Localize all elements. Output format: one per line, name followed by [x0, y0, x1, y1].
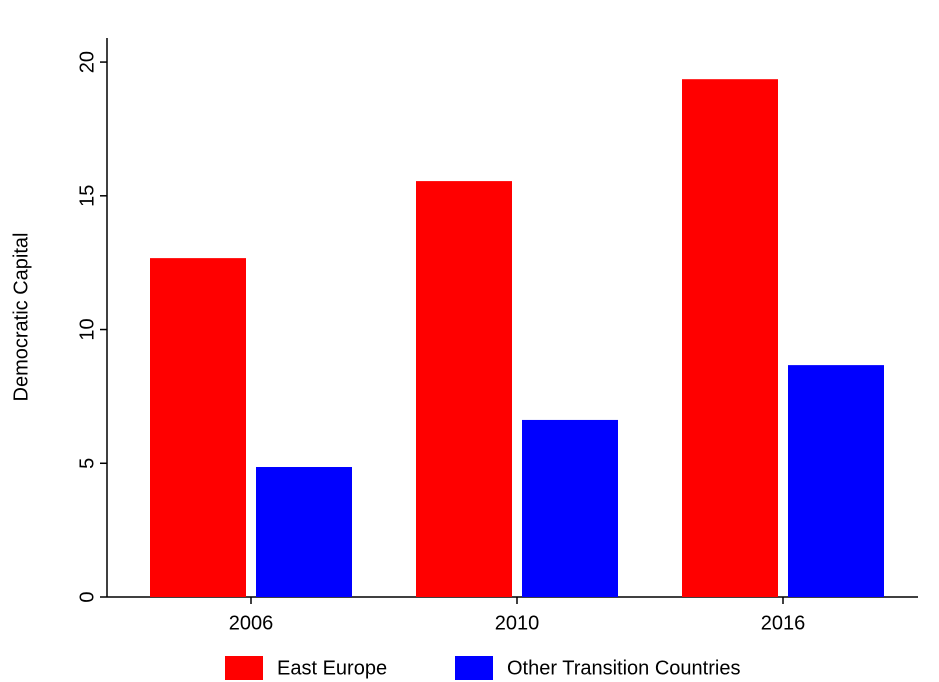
bar — [788, 365, 884, 597]
y-tick-label: 15 — [76, 185, 98, 207]
bar — [682, 79, 778, 598]
y-tick-label: 0 — [76, 591, 98, 602]
legend-swatch — [455, 656, 493, 680]
y-axis-label: Democratic Capital — [10, 233, 32, 402]
y-tick-label: 20 — [76, 51, 98, 73]
x-tick-label: 2016 — [761, 612, 806, 634]
legend-label: Other Transition Countries — [507, 657, 740, 679]
x-tick-label: 2006 — [229, 612, 274, 634]
y-tick-label: 5 — [76, 458, 98, 469]
bar — [256, 467, 352, 597]
bar — [522, 419, 618, 597]
bar — [150, 258, 246, 597]
bar — [416, 181, 512, 597]
legend-label: East Europe — [277, 657, 387, 679]
legend-swatch — [225, 656, 263, 680]
y-tick-label: 10 — [76, 318, 98, 340]
x-tick-label: 2010 — [495, 612, 540, 634]
